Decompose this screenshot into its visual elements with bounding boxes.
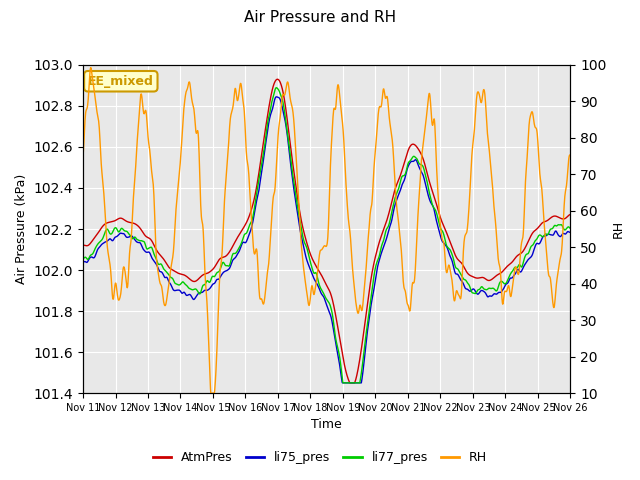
- Y-axis label: RH: RH: [612, 220, 625, 238]
- Text: EE_mixed: EE_mixed: [88, 75, 154, 88]
- Text: Air Pressure and RH: Air Pressure and RH: [244, 10, 396, 24]
- Y-axis label: Air Pressure (kPa): Air Pressure (kPa): [15, 174, 28, 284]
- Legend: AtmPres, li75_pres, li77_pres, RH: AtmPres, li75_pres, li77_pres, RH: [148, 446, 492, 469]
- X-axis label: Time: Time: [311, 419, 342, 432]
